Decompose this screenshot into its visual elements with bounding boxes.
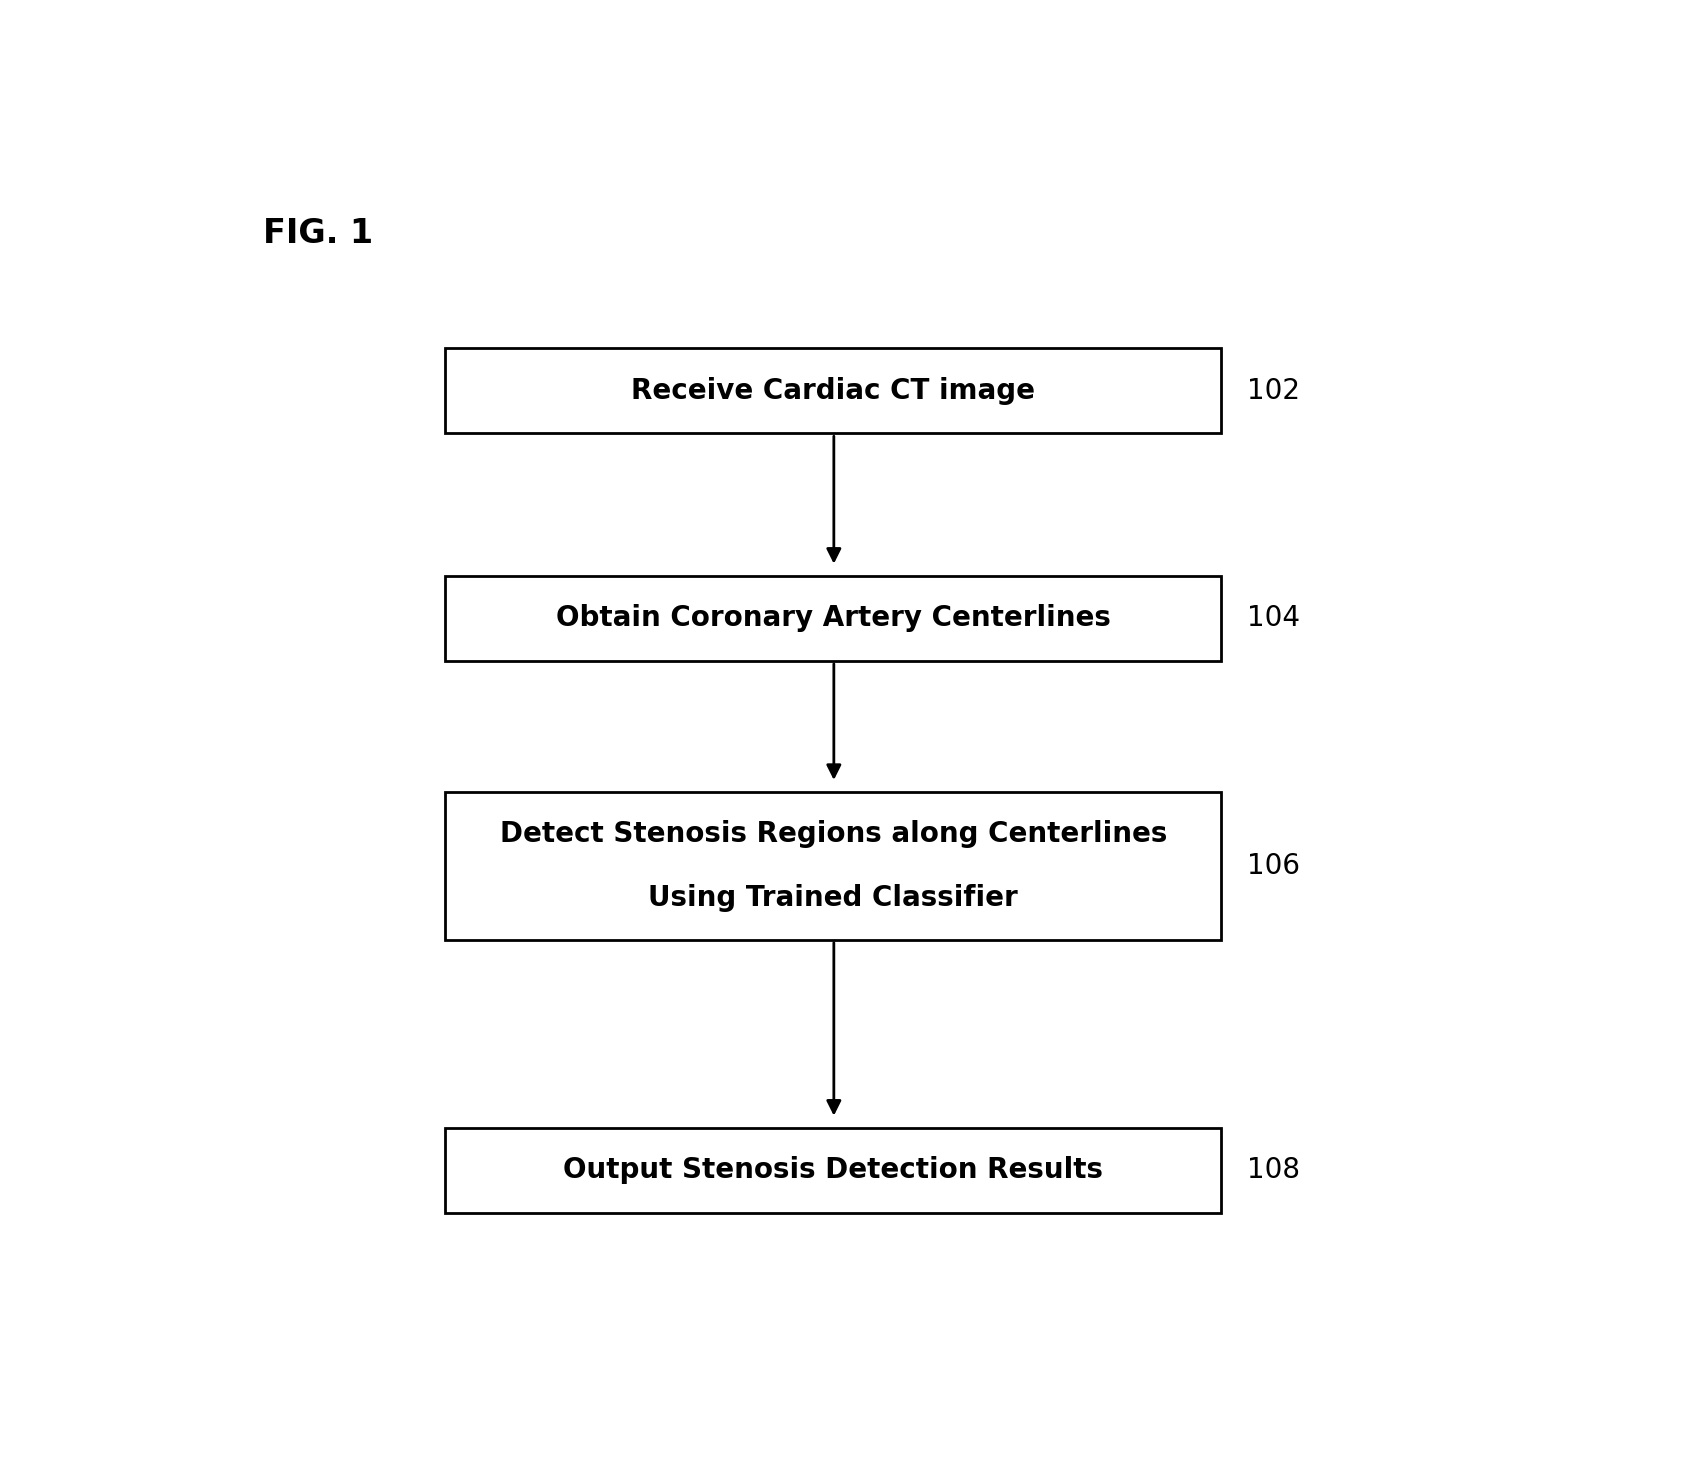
Bar <box>444 792 1221 940</box>
Text: Obtain Coronary Artery Centerlines: Obtain Coronary Artery Centerlines <box>555 605 1110 633</box>
Text: Using Trained Classifier: Using Trained Classifier <box>648 884 1018 912</box>
Text: 104: 104 <box>1246 605 1300 633</box>
Text: 106: 106 <box>1246 851 1300 879</box>
Text: Receive Cardiac CT image: Receive Cardiac CT image <box>631 377 1034 405</box>
Bar <box>444 575 1221 661</box>
Bar <box>444 347 1221 433</box>
Text: 108: 108 <box>1246 1156 1300 1184</box>
Text: Detect Stenosis Regions along Centerlines: Detect Stenosis Regions along Centerline… <box>500 820 1166 848</box>
Text: 102: 102 <box>1246 377 1300 405</box>
Text: Output Stenosis Detection Results: Output Stenosis Detection Results <box>563 1156 1102 1184</box>
Bar <box>444 1128 1221 1213</box>
Text: FIG. 1: FIG. 1 <box>262 217 372 250</box>
